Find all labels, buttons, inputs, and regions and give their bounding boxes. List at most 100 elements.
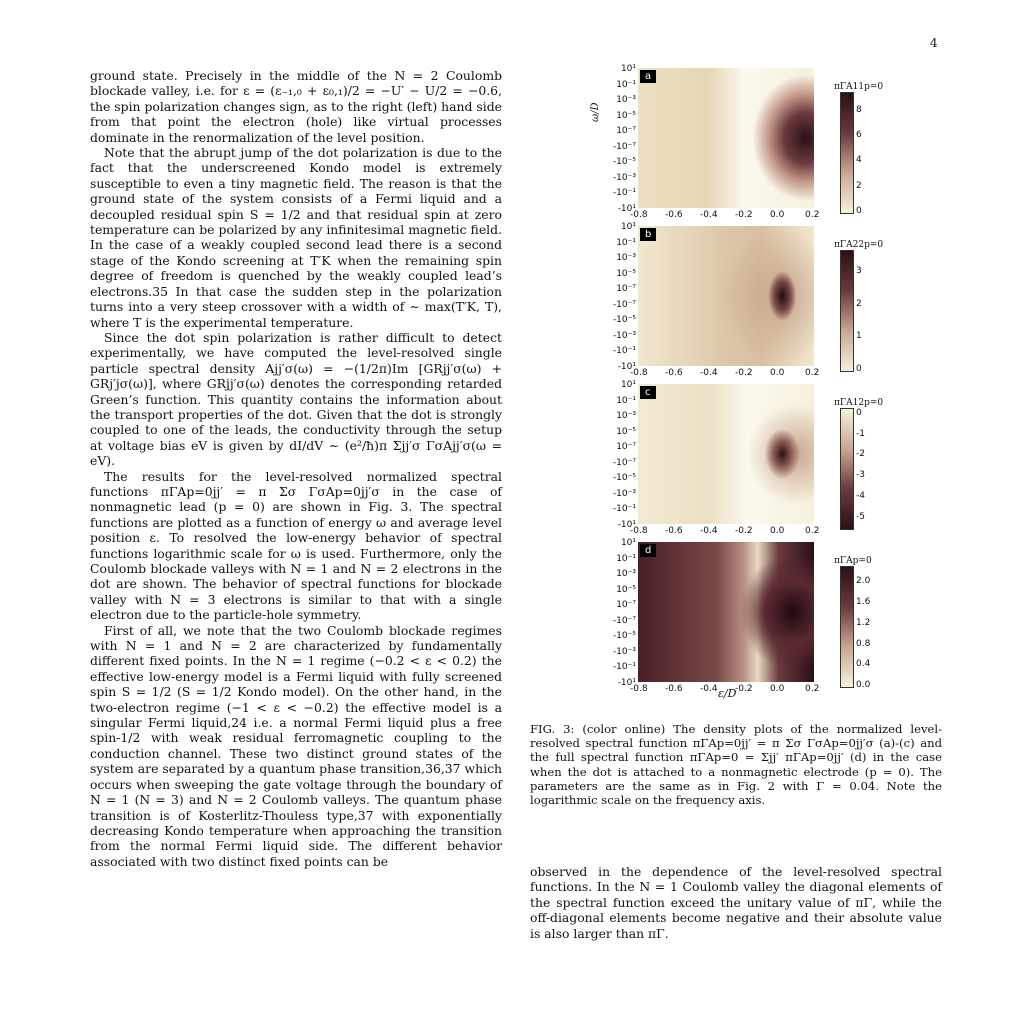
panel-badge: b [640, 228, 657, 241]
colorbar-tick-label: 1.2 [856, 617, 871, 628]
panel-b: 10¹ 10⁻¹ 10⁻³ 10⁻⁵ 10⁻⁷ -10⁻⁷ -10⁻⁵ -10⁻³ -10⁻¹ -… [590, 220, 890, 378]
y-tick-labels: 10¹ 10⁻¹ 10⁻³ 10⁻⁵ 10⁻⁷ -10⁻⁷ -10⁻⁵ -10⁻³ -10⁻¹ -… [610, 222, 636, 372]
x-tick-label: -0.4 [700, 684, 718, 694]
y-tick-label: 10⁻⁵ [616, 110, 636, 121]
x-tick-label: -0.4 [700, 210, 718, 220]
y-tick-label: -10⁻³ [612, 330, 636, 341]
panel-d: 10¹ 10⁻¹ 10⁻³ 10⁻⁵ 10⁻⁷ -10⁻⁷ -10⁻⁵ -10⁻³ -10⁻¹ -… [590, 536, 890, 694]
y-tick-label: -10⁻⁷ [612, 141, 636, 152]
density-plot [638, 68, 814, 208]
y-tick-label: -10¹ [617, 519, 636, 530]
panel-badge: c [640, 386, 656, 399]
colorbar-tick-label: -2 [856, 449, 865, 460]
y-tick-label: 10⁻¹ [616, 553, 636, 564]
y-tick-label: 10¹ [620, 222, 636, 232]
x-tick-label: -0.6 [665, 210, 683, 220]
y-tick-label: 10⁻⁷ [616, 126, 636, 136]
y-tick-labels: 10¹ 10⁻¹ 10⁻³ 10⁻⁵ 10⁻⁷ -10⁻⁷ -10⁻⁵ -10⁻³ -10⁻¹ -… [610, 64, 636, 214]
x-tick-label: -0.4 [700, 526, 718, 536]
x-axis-title: ε/D [718, 687, 737, 700]
x-tick-label: -0.2 [735, 368, 753, 378]
x-tick-label: 0.0 [770, 684, 785, 694]
x-tick-label: 0.0 [770, 526, 785, 536]
y-tick-label: 10⁻⁷ [616, 600, 636, 610]
colorbar-tick-label: -3 [856, 470, 865, 481]
paragraph-4: The results for the level-resolved norma… [90, 468, 502, 623]
y-tick-label: -10⁻⁵ [612, 157, 636, 167]
y-tick-label: -10¹ [617, 677, 636, 688]
colorbar-tick-label: 1 [856, 331, 862, 342]
y-tick-label: 10⁻³ [616, 95, 636, 105]
colorbar-tick-label: -1 [856, 428, 865, 439]
left-column: ground state. Precisely in the middle of… [90, 68, 502, 869]
x-tick-label: -0.6 [665, 684, 683, 694]
y-tick-label: -10⁻⁷ [612, 299, 636, 310]
y-tick-labels: 10¹ 10⁻¹ 10⁻³ 10⁻⁵ 10⁻⁷ -10⁻⁷ -10⁻⁵ -10⁻³ -10⁻¹ -… [610, 538, 636, 688]
y-tick-label: 10⁻⁷ [616, 284, 636, 294]
x-tick-label: -0.2 [735, 210, 753, 220]
x-tick-label: -0.4 [700, 368, 718, 378]
y-tick-label: 10⁻¹ [616, 395, 636, 406]
colorbar-tick-label: 2 [856, 180, 862, 191]
y-tick-label: 10¹ [620, 538, 636, 548]
density-plot [638, 226, 814, 366]
colorbar-tick-label: -4 [856, 490, 865, 501]
y-tick-label: -10⁻³ [612, 488, 636, 499]
colorbar-tick-label: 0 [856, 206, 862, 216]
x-tick-label: 0.0 [770, 368, 785, 378]
colorbar-tick-label: 4 [856, 155, 862, 166]
y-tick-label: 10⁻⁷ [616, 442, 636, 452]
x-tick-label: -0.6 [665, 368, 683, 378]
density-plot [638, 542, 814, 682]
y-tick-label: -10⁻⁵ [612, 473, 636, 483]
y-tick-label: -10⁻⁷ [612, 457, 636, 468]
x-tick-label: 0.0 [770, 210, 785, 220]
y-tick-label: 10¹ [620, 380, 636, 390]
page-number: 4 [930, 36, 938, 50]
x-tick-label: 0.2 [805, 684, 820, 694]
right-column-text: observed in the dependence of the level-… [530, 864, 942, 941]
y-tick-label: 10⁻⁵ [616, 268, 636, 279]
colorbar-title: πΓA11p=0 [834, 82, 884, 92]
figure-caption: FIG. 3: (color online) The density plots… [530, 722, 942, 808]
y-tick-label: -10⁻⁵ [612, 631, 636, 641]
y-tick-label: 10⁻³ [616, 411, 636, 421]
density-plot [638, 384, 814, 524]
y-tick-label: -10⁻³ [612, 646, 636, 657]
y-tick-label: 10¹ [620, 64, 636, 74]
colorbar-tick-label: 2 [856, 298, 862, 309]
y-axis-title: ω/D [590, 102, 601, 122]
paragraph-3: Since the dot spin polarization is rathe… [90, 329, 502, 469]
y-tick-label: -10⁻⁵ [612, 315, 636, 325]
colorbar [840, 250, 854, 372]
y-tick-label: 10⁻⁵ [616, 426, 636, 437]
paragraph-5: First of all, we note that the two Coulo… [90, 622, 502, 869]
y-tick-label: -10¹ [617, 361, 636, 372]
colorbar [840, 566, 854, 688]
y-tick-label: -10⁻¹ [612, 662, 636, 672]
colorbar-tick-label: 2.0 [856, 576, 871, 587]
colorbar-tick-label: 0.8 [856, 638, 871, 649]
colorbar-title: πΓAp=0 [834, 556, 872, 566]
x-tick-label: 0.2 [805, 368, 820, 378]
y-tick-label: 10⁻³ [616, 569, 636, 579]
y-tick-label: 10⁻¹ [616, 237, 636, 248]
colorbar-tick-label: 3 [856, 266, 862, 277]
colorbar-tick-label: 0.0 [856, 680, 871, 690]
y-tick-label: -10⁻¹ [612, 188, 636, 198]
y-tick-labels: 10¹ 10⁻¹ 10⁻³ 10⁻⁵ 10⁻⁷ -10⁻⁷ -10⁻⁵ -10⁻³ -10⁻¹ -… [610, 380, 636, 530]
colorbar-tick-label: -5 [856, 511, 865, 522]
y-tick-label: -10⁻¹ [612, 346, 636, 356]
colorbar-title: πΓA12p=0 [834, 398, 884, 408]
colorbar-tick-label: 0 [856, 364, 862, 374]
figure-3: 10¹ 10⁻¹ 10⁻³ 10⁻⁵ 10⁻⁷ -10⁻⁷ -10⁻⁵ -10⁻³ -10⁻¹ -… [590, 62, 890, 702]
colorbar-tick-label: 1.6 [856, 597, 871, 608]
x-tick-label: -0.8 [630, 526, 648, 536]
x-tick-label: -0.6 [665, 526, 683, 536]
y-tick-label: -10⁻³ [612, 172, 636, 183]
colorbar [840, 408, 854, 530]
paragraph-1: ground state. Precisely in the middle of… [90, 68, 502, 145]
y-tick-label: 10⁻³ [616, 253, 636, 263]
colorbar-tick-label: 0 [856, 408, 862, 418]
panel-c: 10¹ 10⁻¹ 10⁻³ 10⁻⁵ 10⁻⁷ -10⁻⁷ -10⁻⁵ -10⁻³ -10⁻¹ -… [590, 378, 890, 536]
